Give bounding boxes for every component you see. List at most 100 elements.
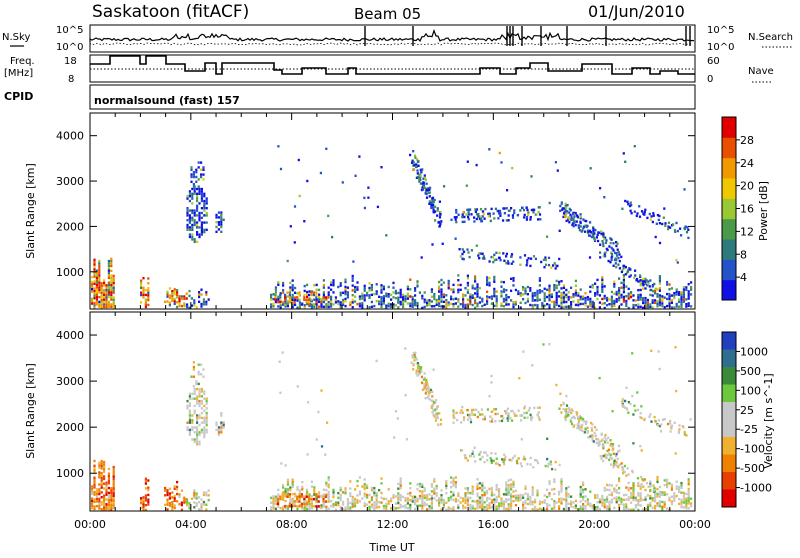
- data-cell: [478, 252, 481, 255]
- data-cell: [416, 282, 419, 286]
- data-cell: [673, 492, 676, 495]
- data-cell: [308, 304, 311, 308]
- data-cell: [387, 293, 390, 296]
- data-cell: [469, 455, 472, 458]
- data-cell: [394, 289, 397, 293]
- data-cell: [318, 493, 321, 497]
- data-cell: [594, 506, 597, 509]
- data-cell: [516, 213, 519, 217]
- data-cell: [409, 494, 412, 497]
- data-cell: [142, 291, 145, 294]
- data-cell: [488, 296, 491, 299]
- data-cell: [298, 306, 301, 309]
- data-cell: [192, 173, 195, 176]
- data-cell: [288, 505, 291, 508]
- data-cell: [623, 470, 626, 474]
- data-cell: [432, 413, 435, 416]
- data-cell: [428, 303, 431, 307]
- data-cell: [422, 388, 425, 391]
- data-cell: [147, 488, 150, 492]
- data-cell: [548, 287, 551, 290]
- data-cell: [399, 303, 402, 306]
- data-cell: [418, 180, 421, 183]
- data-cell: [582, 505, 585, 508]
- data-cell: [589, 304, 592, 308]
- data-cell: [412, 363, 415, 366]
- data-cell: [615, 491, 618, 494]
- data-cell: [687, 497, 690, 500]
- data-cell: [200, 498, 203, 501]
- data-cell: [191, 392, 194, 396]
- data-cell: [188, 221, 191, 224]
- data-cell: [483, 217, 486, 220]
- data-cell: [382, 299, 385, 303]
- data-cell: [579, 215, 582, 219]
- data-cell: [500, 295, 503, 298]
- data-cell: [615, 293, 618, 296]
- data-cell: [100, 299, 103, 302]
- data-cell: [560, 292, 563, 295]
- data-cell: [103, 508, 106, 512]
- data-cell: [454, 485, 457, 489]
- data-cell: [203, 419, 206, 422]
- data-cell: [454, 481, 457, 484]
- data-cell: [651, 506, 654, 509]
- data-cell: [205, 399, 208, 403]
- data-cell: [202, 178, 205, 181]
- data-cell: [320, 301, 323, 304]
- data-cell: [95, 295, 98, 299]
- data-cell: [558, 283, 561, 286]
- data-cell: [415, 371, 418, 375]
- data-cell: [202, 368, 205, 371]
- data-cell: [196, 195, 199, 198]
- data-cell: [406, 492, 409, 495]
- data-cell: [500, 499, 503, 503]
- data-cell: [294, 286, 297, 290]
- data-cell: [582, 495, 585, 499]
- data-cell: [519, 209, 522, 212]
- data-cell: [318, 293, 321, 296]
- data-cell: [300, 505, 303, 508]
- data-cell: [409, 487, 412, 490]
- data-cell: [513, 454, 516, 458]
- data-cell: [423, 300, 426, 304]
- data-cell: [522, 286, 525, 289]
- data-cell: [281, 301, 284, 304]
- data-cell: [105, 503, 108, 506]
- data-cell: [632, 482, 635, 485]
- data-cell: [112, 284, 115, 287]
- data-cell: [93, 476, 96, 479]
- data-cell: [668, 283, 671, 286]
- velocity-ylabel: Slant Range [km]: [24, 363, 37, 459]
- data-cell: [644, 488, 647, 492]
- data-cell: [289, 488, 292, 492]
- data-cell: [98, 464, 101, 467]
- data-cell: [538, 500, 541, 503]
- data-cell: [522, 508, 525, 511]
- data-cell: [272, 297, 275, 301]
- data-cell: [144, 300, 147, 304]
- data-cell: [190, 304, 193, 307]
- data-cell: [112, 279, 115, 282]
- data-cell: [430, 399, 433, 402]
- data-cell: [620, 462, 623, 465]
- data-cell: [608, 488, 611, 492]
- data-cell: [351, 289, 354, 292]
- sky-tick-bottom-right: 10^0: [707, 42, 734, 53]
- data-cell: [421, 497, 424, 500]
- data-cell: [284, 296, 287, 299]
- data-cell: [687, 292, 690, 295]
- y-tick-label: 3000: [56, 375, 84, 388]
- data-cell: [380, 496, 383, 499]
- data-cell: [325, 493, 328, 496]
- data-cell: [568, 221, 571, 224]
- data-cell: [670, 502, 673, 506]
- data-cell: [205, 211, 208, 215]
- data-cell: [447, 282, 450, 285]
- data-cell: [628, 275, 631, 278]
- data-cell: [457, 283, 460, 287]
- data-cell: [412, 368, 415, 371]
- data-cell: [378, 501, 381, 504]
- data-cell: [215, 428, 218, 432]
- data-cell: [507, 219, 510, 222]
